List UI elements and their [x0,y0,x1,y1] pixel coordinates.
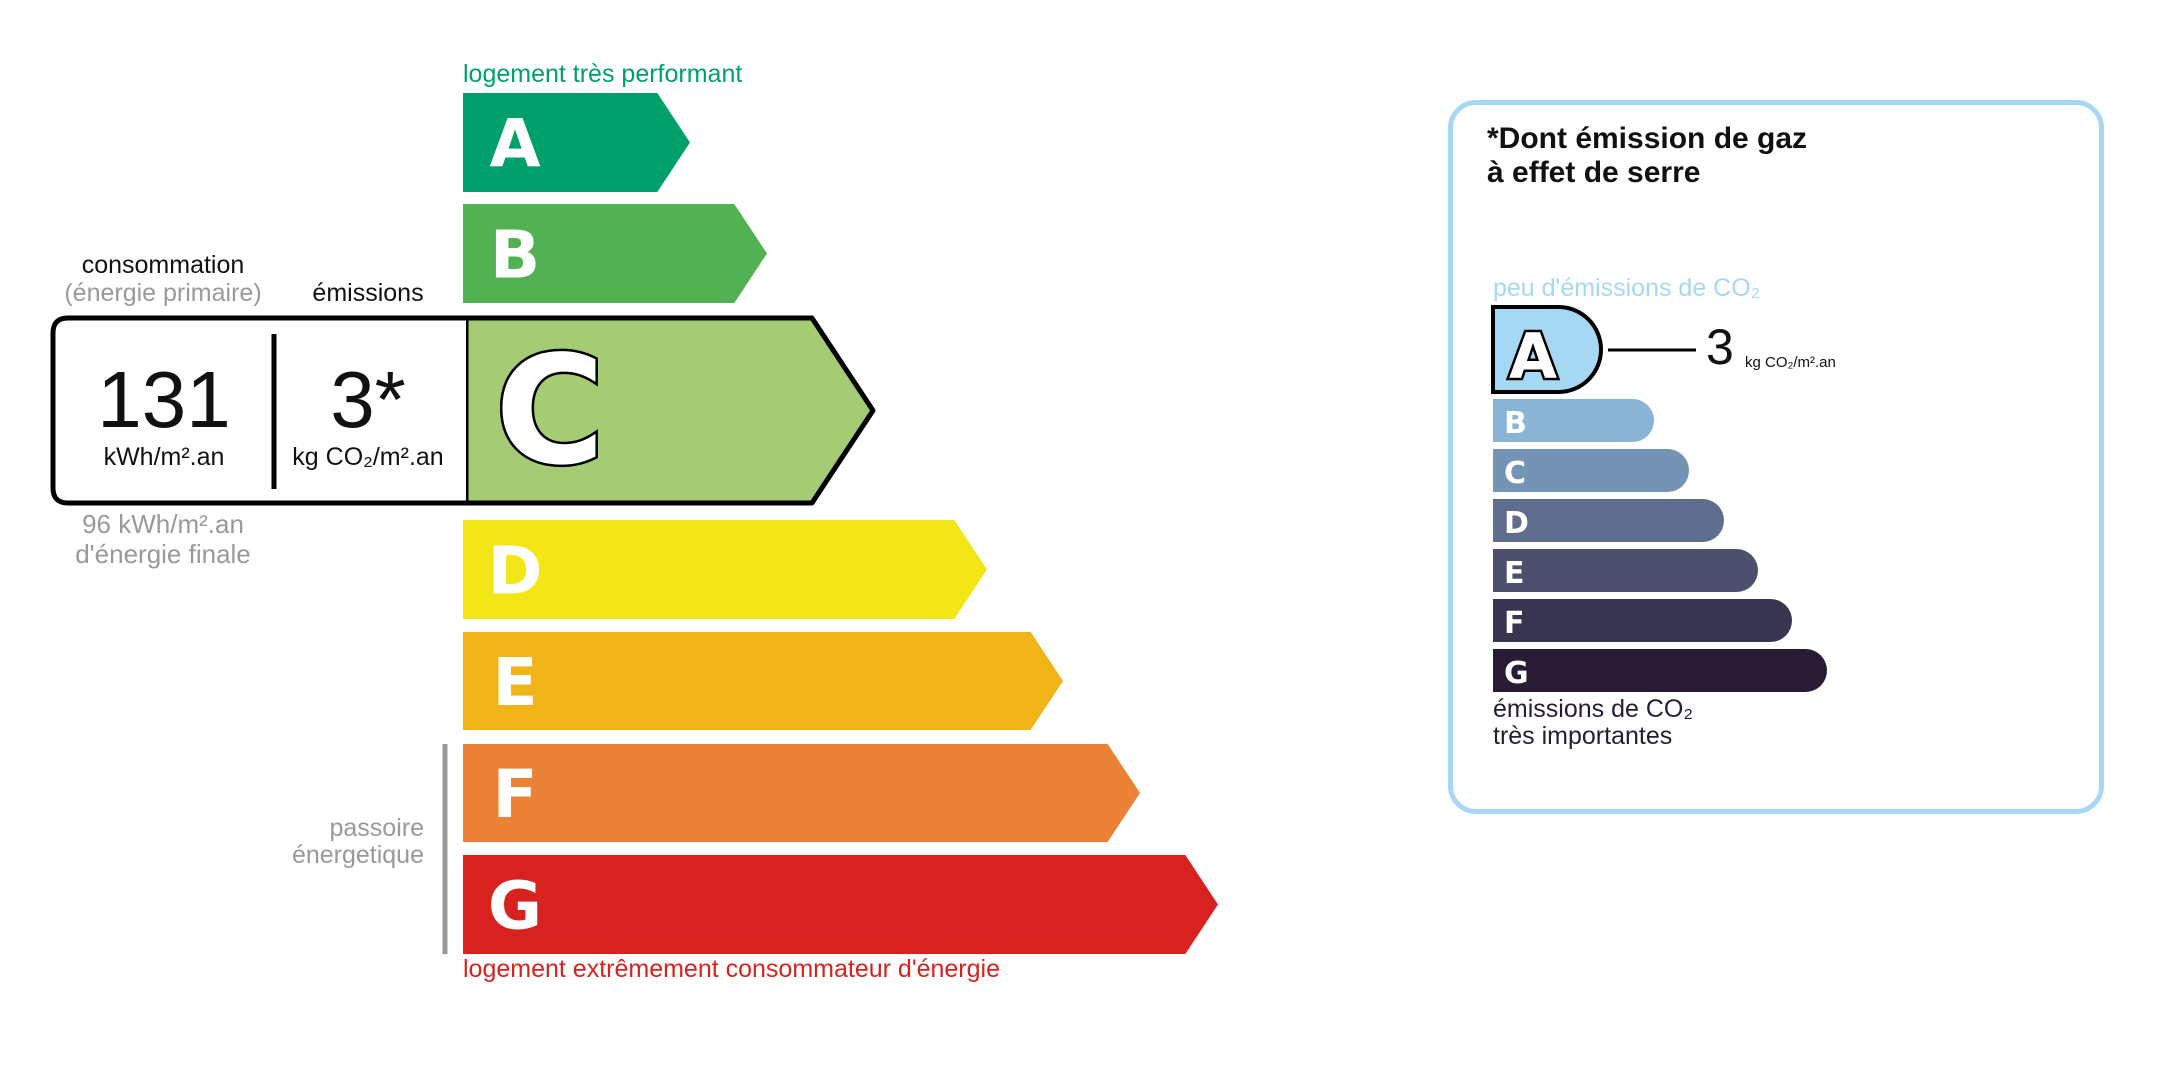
emissions-value: 3* [330,355,406,444]
ges-bottom-line1: émissions de CO₂ [1493,695,1694,723]
ges-class-letter-f: F [1504,606,1525,641]
ges-title-line1: *Dont émission de gaz [1487,122,1808,155]
passoire-line1: passoire [329,814,425,842]
ges-class-bar-g [1493,649,1827,692]
ges-class-bar-d [1493,499,1724,542]
consumption-unit: kWh/m².an [103,443,225,471]
ges-class-bar-b [1493,399,1654,442]
ges-class-bar-e [1493,549,1758,592]
class-letter-c: C [495,325,605,499]
ges-unit: kg CO₂/m².an [1745,354,1836,371]
emissions-unit: kg CO₂/m².an [292,443,444,471]
ges-bottom-line2: très importantes [1493,722,1673,750]
ges-class-letter-g: G [1504,656,1529,691]
consumption-subheader: (énergie primaire) [64,279,262,307]
class-arrow-g [463,855,1218,954]
class-arrow-f [463,744,1140,842]
top-label: logement très performant [463,60,743,88]
ges-title: *Dont émission de gaz à effet de serre [1487,122,1807,190]
consumption-value: 131 [97,355,231,444]
class-arrow-b [463,204,767,303]
bottom-label: logement extrêmement consommateur d'éner… [463,955,1000,983]
class-arrow-e [463,632,1063,730]
current-value-box [50,315,466,506]
ges-panel [1448,100,2104,814]
ges-top-label: peu d'émissions de CO₂ [1493,274,1761,302]
ges-value: 3 [1706,319,1734,375]
ges-class-bar-c [1493,449,1689,492]
class-letter-e: E [492,644,537,721]
ges-class-bar-f [1493,599,1792,642]
consumption-header: consommation [81,251,245,279]
class-letter-g: G [488,868,542,945]
class-letter-b: B [490,217,540,294]
ges-class-letter-e: E [1504,556,1525,591]
class-arrow-a [463,93,690,192]
class-letter-f: F [492,756,537,833]
final-energy-value: 96 kWh/m².an [82,509,244,539]
passoire-line2: énergetique [291,841,424,869]
final-energy-label: d'énergie finale [75,539,251,569]
class-letter-d: D [488,533,543,610]
ges-class-letter-a: A [1509,320,1557,393]
ges-class-a-bar [1491,305,1603,394]
ges-title-line2: à effet de serre [1487,156,1701,189]
ges-class-letter-b: B [1504,406,1527,441]
class-letter-a: A [489,106,540,183]
passoire-label: passoire énergetique [292,815,424,869]
class-arrow-d [463,520,987,619]
ges-bottom-label: émissions de CO₂ très importantes [1493,696,1693,750]
emissions-header: émissions [312,279,424,307]
ges-class-letter-d: D [1504,506,1529,541]
ges-class-letter-c: C [1504,456,1526,491]
